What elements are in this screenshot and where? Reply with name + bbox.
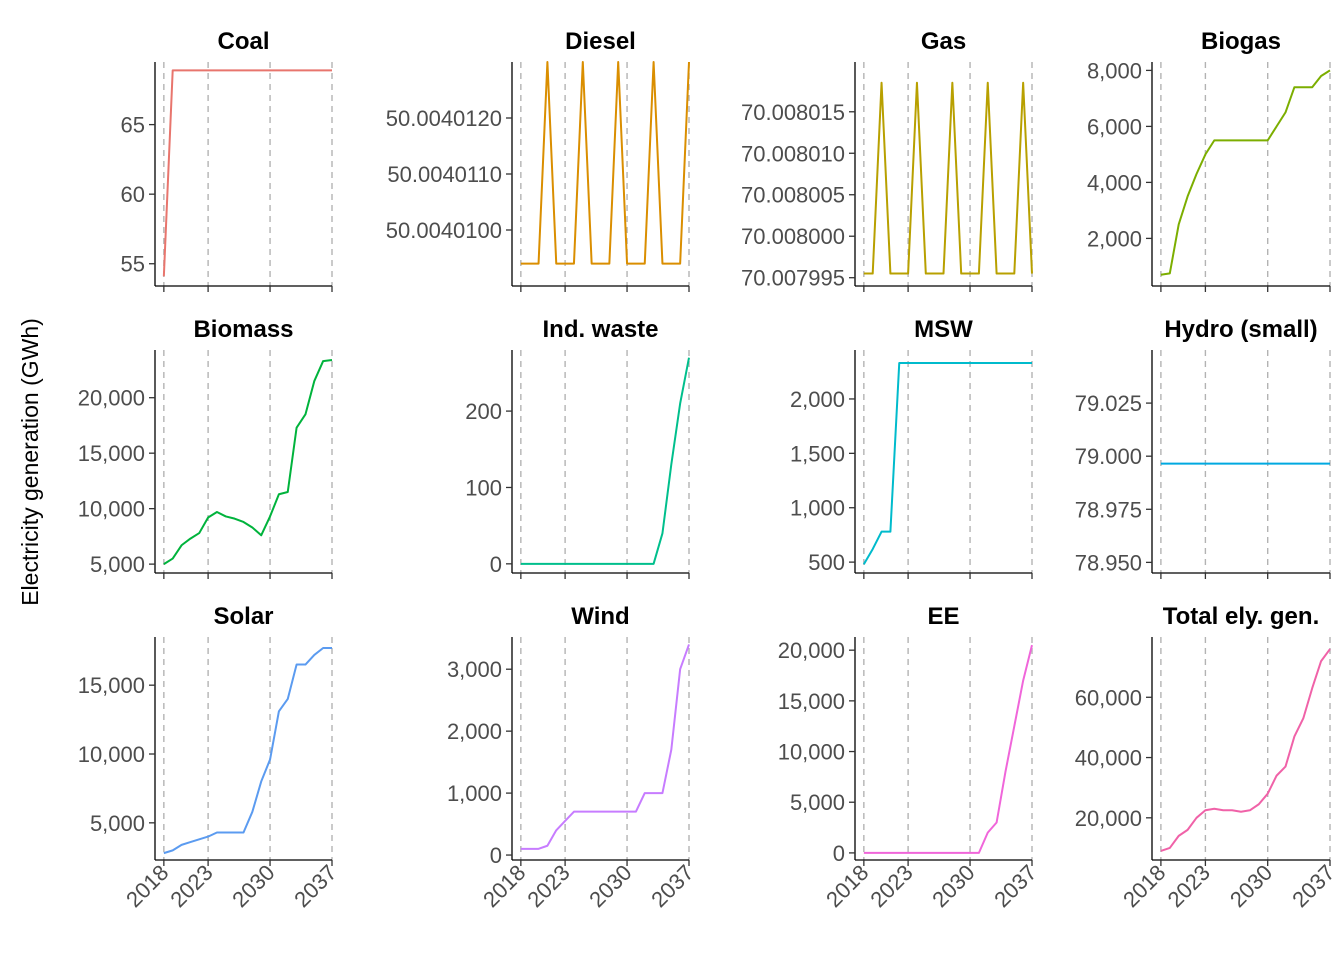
facet-title-solar: Solar: [213, 603, 273, 630]
y-tick-label: 79.000: [1075, 444, 1142, 469]
y-tick-label: 2,000: [790, 387, 845, 412]
x-tick-label: 2018: [478, 860, 530, 912]
y-tick-label: 50.0040120: [386, 106, 502, 131]
y-tick-label: 5,000: [790, 790, 845, 815]
y-tick-label: 100: [465, 475, 502, 500]
facet-title-diesel: Diesel: [565, 28, 636, 55]
series-line-msw: [862, 362, 1032, 565]
y-tick-label: 0: [490, 843, 502, 868]
y-tick-label: 20,000: [1075, 806, 1142, 831]
facet-title-msw: MSW: [914, 316, 973, 343]
y-tick-label: 6,000: [1087, 114, 1142, 139]
y-tick-label: 20,000: [778, 638, 845, 663]
x-tick-label: 2023: [1163, 860, 1215, 912]
y-tick-label: 70.007995: [741, 266, 845, 291]
y-tick-label: 10,000: [778, 740, 845, 765]
y-tick-label: 50.0040100: [386, 218, 502, 243]
y-tick-label: 50.0040110: [387, 162, 502, 187]
x-tick-label: 2037: [989, 860, 1041, 912]
facet-title-ee: EE: [927, 603, 959, 630]
y-tick-label: 5,000: [90, 811, 145, 836]
y-tick-label: 70.008010: [741, 141, 845, 166]
facet-total-ely-gen: Total ely. gen. 20,000 40,000 60,000 2018202…: [1075, 603, 1340, 912]
y-tick-label: 70.008005: [741, 183, 845, 208]
y-tick-label: 15,000: [78, 441, 145, 466]
y-tick-label: 10,000: [78, 742, 145, 767]
y-tick-label: 40,000: [1075, 746, 1142, 771]
y-tick-label: 0: [490, 552, 502, 577]
series-line-coal: [162, 69, 332, 277]
y-tick-label: 500: [808, 550, 845, 575]
y-axis-label: Electricity generation (GWh): [17, 318, 43, 606]
y-tick-label: 3,000: [447, 657, 502, 682]
series-line-wind: [520, 644, 690, 850]
y-tick-label: 5,000: [90, 552, 145, 577]
facet-title-wind: Wind: [571, 603, 629, 630]
facet-coal: Coal 55 60 65: [121, 28, 333, 292]
x-tick-label: 2023: [165, 860, 217, 912]
series-line-biogas: [1160, 69, 1331, 276]
facet-biogas: Biogas 2,000 4,000 6,000 8,000: [1087, 28, 1331, 292]
y-tick-label: 200: [465, 399, 502, 424]
facet-title-biogas: Biogas: [1201, 28, 1281, 55]
x-tick-label: 2018: [1118, 860, 1170, 912]
x-tick-label: 2037: [1287, 860, 1339, 912]
y-tick-label: 0: [833, 841, 845, 866]
series-line-biomass: [163, 358, 333, 565]
series-line-ind-waste: [520, 357, 690, 565]
y-tick-label: 55: [121, 252, 145, 277]
x-tick-label: 2030: [584, 860, 636, 912]
x-tick-label: 2030: [1225, 860, 1277, 912]
x-tick-label: 2030: [227, 860, 279, 912]
y-tick-label: 60,000: [1075, 685, 1142, 710]
x-tick-label: 2023: [865, 860, 917, 912]
x-tick-label: 2030: [927, 860, 979, 912]
x-tick-label: 2018: [121, 860, 173, 912]
facet-diesel: Diesel 50.0040100 50.0040110 50.0040120: [386, 28, 690, 292]
x-tick-label: 2023: [522, 860, 574, 912]
facet-title-coal: Coal: [217, 28, 269, 55]
facet-hydro-small: Hydro (small) 78.950 78.975 79.000 79.025: [1075, 316, 1331, 579]
y-tick-label: 78.950: [1075, 550, 1142, 575]
series-line-total-ely-gen: [1160, 648, 1331, 852]
y-tick-label: 79.025: [1075, 391, 1142, 416]
y-tick-label: 70.008000: [741, 224, 845, 249]
y-tick-label: 8,000: [1087, 58, 1142, 83]
x-tick-label: 2037: [646, 860, 698, 912]
facet-title-ind-waste: Ind. waste: [542, 316, 658, 343]
y-tick-label: 70.008015: [741, 100, 845, 125]
y-tick-label: 2,000: [1087, 226, 1142, 251]
y-tick-label: 4,000: [1087, 170, 1142, 195]
y-tick-label: 10,000: [78, 497, 145, 522]
x-tick-label: 2037: [289, 860, 341, 912]
y-tick-label: 2,000: [447, 719, 502, 744]
y-tick-label: 78.975: [1075, 497, 1142, 522]
series-line-diesel: [520, 61, 690, 265]
facet-title-gas: Gas: [921, 28, 966, 55]
y-tick-label: 15,000: [78, 673, 145, 698]
facet-ind-waste: Ind. waste 0 100 200: [465, 316, 690, 579]
facet-biomass: Biomass 5,000 10,000 15,000 20,000: [78, 316, 333, 579]
y-tick-label: 1,000: [790, 496, 845, 521]
y-tick-label: 20,000: [78, 386, 145, 411]
y-tick-label: 1,000: [447, 781, 502, 806]
series-line-solar: [163, 647, 332, 855]
facet-title-biomass: Biomass: [193, 316, 293, 343]
facet-title-hydro-small: Hydro (small): [1164, 316, 1317, 343]
facet-msw: MSW 500 1,000 1,500 2,000: [790, 316, 1033, 579]
series-line-ee: [863, 644, 1033, 854]
y-tick-label: 65: [121, 113, 145, 138]
y-tick-label: 1,500: [790, 441, 845, 466]
series-line-gas: [863, 81, 1033, 275]
y-tick-label: 15,000: [778, 689, 845, 714]
x-tick-label: 2018: [821, 860, 873, 912]
facet-gas: Gas 70.007995 70.008000 70.008005 70.008010 7…: [741, 28, 1033, 292]
y-tick-label: 60: [121, 182, 145, 207]
facet-title-total-ely-gen: Total ely. gen.: [1163, 603, 1319, 630]
